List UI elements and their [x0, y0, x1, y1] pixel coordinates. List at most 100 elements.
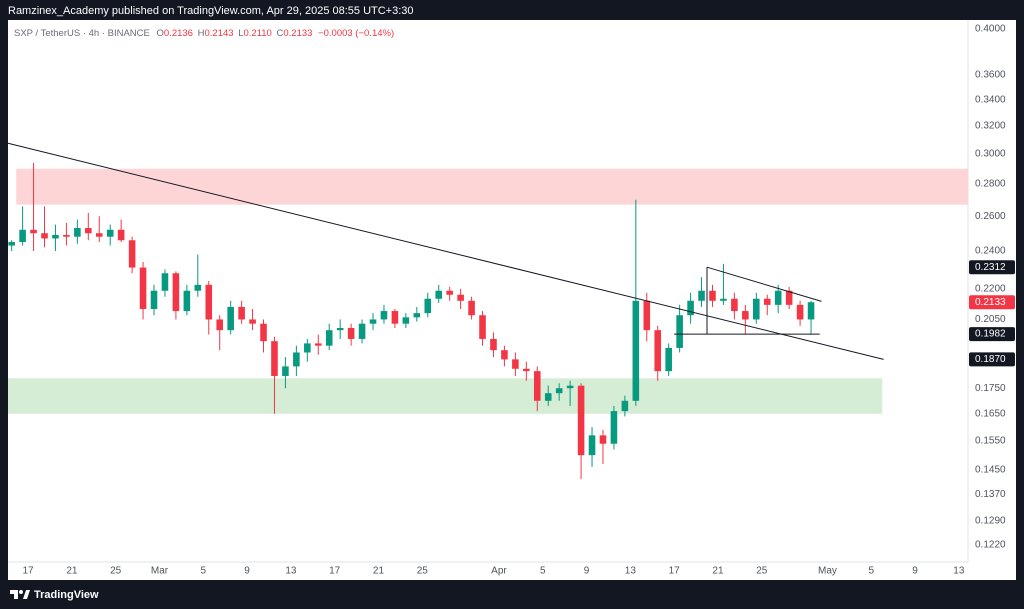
candle-body — [742, 311, 749, 320]
y-tick-label: 0.2400 — [975, 246, 1006, 257]
candle-body — [566, 385, 574, 389]
x-tick-label: 5 — [540, 566, 546, 577]
candle-body — [238, 306, 245, 320]
candle-body — [501, 350, 508, 360]
candle-body — [807, 302, 815, 320]
price-label: 0.2133 — [975, 297, 1006, 308]
price-label-box — [969, 327, 1015, 342]
candle-body — [216, 319, 223, 331]
x-tick-label: Mar — [151, 566, 169, 577]
candle-body — [336, 328, 344, 331]
ohlc-key: H — [198, 28, 205, 39]
candle-body — [698, 290, 705, 301]
x-tick-label: 13 — [285, 566, 297, 577]
candle-body — [632, 300, 640, 401]
candle-body — [85, 228, 92, 234]
candle-body — [391, 311, 399, 324]
candle-body — [490, 338, 497, 351]
candle-body — [325, 330, 333, 346]
candle-body — [358, 323, 366, 339]
candle-body — [249, 319, 256, 324]
symbol: SXP / TetherUS · 4h · BINANCE — [14, 28, 150, 39]
candle-body — [544, 393, 552, 401]
candle-body — [457, 294, 464, 301]
price-label-box — [969, 295, 1015, 310]
candle-body — [74, 228, 81, 237]
candle-body — [599, 435, 607, 444]
price-label: 0.1870 — [975, 354, 1006, 365]
trend-line — [706, 266, 822, 302]
x-tick-label: 21 — [373, 566, 385, 577]
candle-body — [19, 229, 26, 243]
candle-body — [720, 298, 727, 301]
candle-body — [106, 229, 114, 237]
candle-body — [468, 300, 475, 316]
candle-body — [610, 411, 618, 444]
price-label: 0.2312 — [975, 262, 1006, 273]
candle-body — [753, 298, 760, 320]
candle-body — [446, 290, 453, 295]
candle-body — [676, 315, 683, 348]
plot — [7, 142, 968, 479]
candle-body — [117, 229, 125, 241]
candle-body — [533, 371, 541, 401]
y-tick-label: 0.1750 — [975, 383, 1006, 394]
candle-body — [172, 273, 180, 312]
x-tick-label: 17 — [23, 566, 35, 577]
y-tick-label: 0.1220 — [975, 540, 1006, 551]
candle-body — [95, 233, 103, 237]
candle-body — [30, 229, 37, 234]
change: −0.0003 (−0.14%) — [318, 28, 394, 39]
y-tick-label: 0.1550 — [975, 436, 1006, 447]
candle-body — [424, 298, 432, 314]
y-tick-label: 0.1450 — [975, 465, 1006, 476]
x-tick-label: 25 — [417, 566, 429, 577]
x-tick-label: 21 — [66, 566, 78, 577]
candle-body — [369, 319, 377, 324]
candle-body — [161, 273, 169, 291]
price-label-box — [969, 352, 1015, 367]
y-tick-label: 0.3000 — [975, 149, 1006, 160]
x-tick-label: 21 — [712, 566, 724, 577]
candle-body — [314, 343, 322, 346]
candle-body — [588, 435, 596, 456]
ohlc-key: L — [238, 28, 243, 39]
x-tick-label: 9 — [912, 566, 918, 577]
legend: SXP / TetherUS · 4h · BINANCE O0.2136 H0… — [14, 28, 394, 39]
y-tick-label: 0.1370 — [975, 489, 1006, 500]
tradingview-logo — [10, 590, 30, 599]
publish-header: Ramzinex_Academy published on TradingVie… — [8, 5, 414, 17]
ohlc-value: 0.2143 — [204, 28, 233, 39]
candle-body — [555, 388, 563, 394]
x-tick-label: 9 — [244, 566, 250, 577]
x-tick-label: 13 — [953, 566, 965, 577]
candle-body — [271, 341, 278, 376]
candle-body — [413, 313, 421, 318]
candle-body — [227, 306, 234, 331]
candle-body — [347, 328, 355, 339]
candle-body — [796, 304, 804, 320]
zone — [16, 168, 968, 205]
candle-body — [380, 311, 388, 320]
x-tick-label: 9 — [584, 566, 590, 577]
y-tick-label: 0.4000 — [975, 24, 1006, 35]
candle-body — [282, 366, 289, 376]
candle-body — [8, 242, 15, 246]
brand: TradingView — [34, 589, 99, 601]
y-tick-label: 0.1650 — [975, 408, 1006, 419]
candle-body — [183, 290, 191, 312]
y-tick-label: 0.3200 — [975, 121, 1006, 132]
candle-body — [774, 290, 782, 305]
candle-body — [194, 284, 202, 291]
candle-body — [621, 400, 629, 412]
price-label: 0.1982 — [975, 329, 1006, 340]
y-tick-label: 0.2200 — [975, 283, 1006, 294]
x-tick-label: 17 — [669, 566, 681, 577]
ohlc-key: O — [157, 28, 164, 39]
candle-body — [52, 234, 59, 239]
y-tick-label: 0.2600 — [975, 211, 1006, 222]
candle-body — [479, 315, 486, 339]
candle-body — [304, 343, 311, 353]
x-tick-label: Apr — [491, 566, 507, 577]
